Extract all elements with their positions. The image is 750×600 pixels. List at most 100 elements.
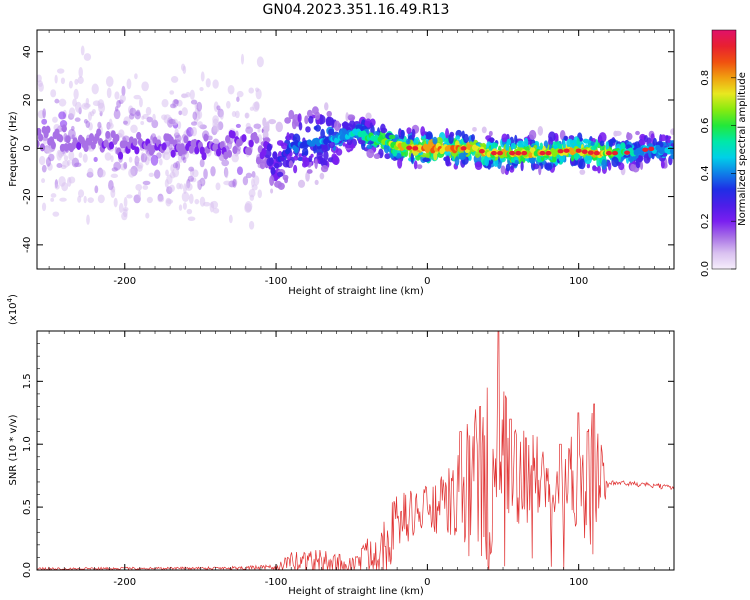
- spectral-blob: [146, 116, 153, 123]
- spectral-blob: [56, 163, 63, 168]
- spectral-blob: [56, 68, 65, 74]
- spectral-peak: [406, 145, 413, 151]
- spectral-blob: [41, 118, 48, 125]
- spectral-core: [37, 139, 40, 148]
- spectral-blob: [58, 98, 67, 107]
- spectral-blob: [78, 152, 83, 159]
- spectral-blob: [373, 131, 380, 136]
- spectral-blob: [236, 166, 243, 176]
- spectral-blob: [411, 128, 416, 139]
- spectral-blob: [41, 164, 47, 173]
- spectral-blob: [180, 63, 186, 71]
- snr-y-label: SNR (10 * v/v): [8, 414, 19, 485]
- spectral-blob: [288, 109, 295, 120]
- spectral-blob: [328, 128, 335, 136]
- spectral-blob: [323, 150, 329, 161]
- spectral-blob: [383, 143, 390, 154]
- spectral-core: [45, 125, 51, 134]
- spectral-blob: [52, 116, 58, 123]
- spectral-blob: [105, 76, 114, 87]
- spectral-core: [292, 144, 298, 151]
- spectral-blob: [259, 161, 266, 170]
- spectral-blob: [245, 126, 254, 134]
- spectral-blob: [384, 153, 391, 160]
- spectral-core: [136, 131, 142, 140]
- spectral-core: [134, 146, 140, 155]
- spectral-blob: [226, 100, 231, 109]
- spectral-blob: [135, 109, 141, 117]
- colorbar-gradient: [712, 30, 736, 269]
- spectral-blob: [532, 163, 540, 170]
- spectral-blob: [66, 176, 72, 187]
- spectral-blob: [136, 162, 144, 169]
- spectral-blob: [236, 90, 244, 98]
- spectral-blob: [108, 179, 114, 191]
- spectral-blob: [172, 167, 180, 178]
- spectral-blob: [257, 189, 262, 199]
- spectral-blob: [558, 153, 566, 163]
- spectral-blob: [128, 156, 133, 163]
- spectral-blob: [660, 134, 667, 142]
- spectral-core: [230, 130, 236, 139]
- spectral-peak: [557, 148, 564, 154]
- spectral-blob: [134, 156, 141, 163]
- spectral-blob: [158, 158, 163, 166]
- spectral-blob: [107, 122, 114, 129]
- spectral-core: [669, 147, 674, 154]
- spectral-blob: [130, 124, 138, 134]
- spectral-blob: [234, 110, 240, 119]
- spectral-blob: [141, 81, 149, 92]
- spectral-blob: [400, 129, 405, 139]
- spectral-blob: [301, 155, 308, 164]
- spectral-blob: [520, 161, 524, 172]
- spectral-blob: [253, 175, 260, 186]
- spectral-blob: [422, 157, 431, 163]
- spectral-core: [117, 151, 124, 160]
- spectral-blob: [242, 176, 249, 186]
- spectral-blob: [597, 165, 601, 174]
- spectral-core: [266, 143, 273, 152]
- snr-background: [37, 331, 674, 570]
- spectral-core: [58, 134, 64, 143]
- spectral-blob: [170, 75, 179, 83]
- spectral-blob: [58, 176, 66, 187]
- spectral-blob: [284, 177, 289, 184]
- spectral-blob: [420, 126, 426, 137]
- spectral-blob: [191, 126, 197, 137]
- spectral-blob: [140, 153, 148, 163]
- spectral-blob: [41, 178, 46, 184]
- spectral-blob: [68, 150, 75, 161]
- spectral-core: [105, 130, 111, 139]
- spectral-blob: [63, 155, 69, 161]
- spectral-blob: [320, 128, 325, 140]
- spectral-blob: [161, 114, 168, 120]
- spectral-blob: [406, 138, 411, 145]
- spectral-blob: [83, 53, 92, 61]
- spectral-peak: [412, 146, 419, 151]
- spectral-blob: [397, 158, 403, 169]
- spectral-blob: [599, 140, 605, 147]
- spectral-core: [50, 141, 56, 150]
- spectral-blob: [157, 195, 165, 203]
- spectral-blob: [98, 102, 106, 114]
- spectral-peak: [460, 146, 467, 151]
- spectral-blob: [492, 142, 499, 148]
- spectral-blob: [91, 83, 99, 95]
- spectral-blob: [68, 107, 76, 119]
- spectral-core: [241, 134, 247, 143]
- spectral-blob: [48, 153, 55, 162]
- spectral-core: [188, 145, 194, 154]
- spectral-blob: [151, 119, 159, 129]
- spectral-core: [170, 149, 176, 158]
- spectral-blob: [410, 152, 414, 163]
- spectral-blob: [342, 142, 346, 147]
- spectral-blob: [301, 152, 308, 157]
- spectral-blob: [97, 194, 105, 204]
- spectral-blob: [324, 102, 329, 111]
- spectral-blob: [219, 110, 224, 120]
- spectral-blob: [312, 106, 319, 115]
- spectral-blob: [74, 117, 81, 122]
- spectral-blob: [212, 207, 220, 214]
- spectral-blob: [98, 169, 106, 178]
